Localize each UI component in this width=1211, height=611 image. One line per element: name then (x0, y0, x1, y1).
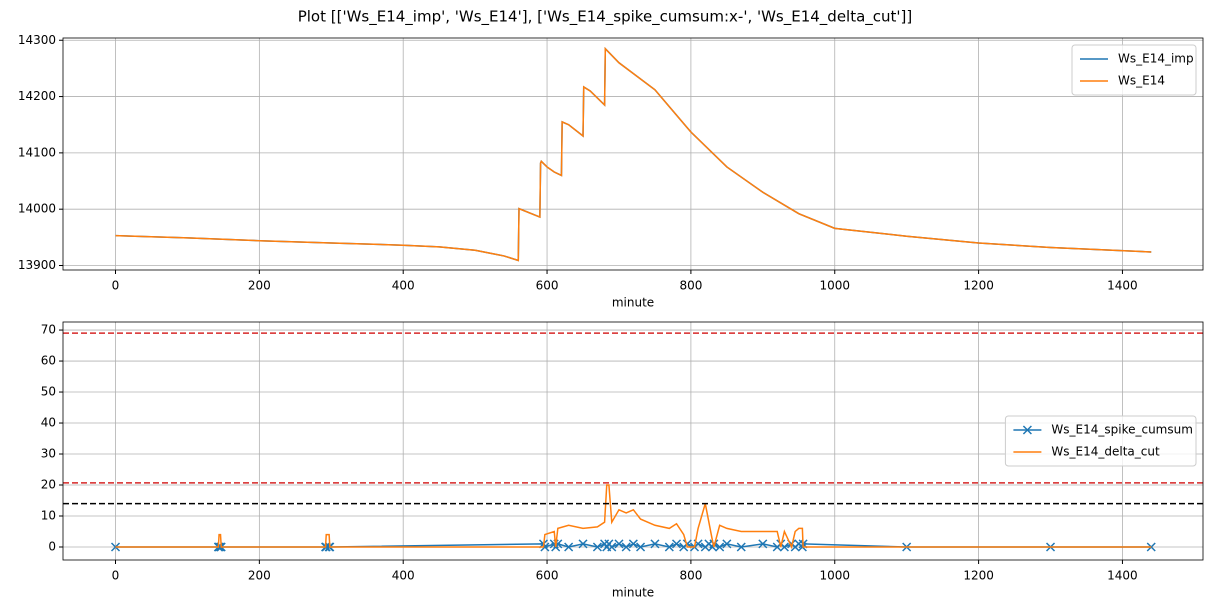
series-line (115, 484, 1152, 550)
x-axis-label: minute (612, 586, 654, 600)
x-tick-label: 600 (536, 279, 559, 293)
x-axis-label: minute (612, 296, 654, 310)
series-marker (650, 539, 660, 549)
x-tick-label: 400 (392, 279, 415, 293)
x-tick-label: 600 (536, 569, 559, 583)
series-marker (664, 542, 674, 552)
series-marker (607, 542, 617, 552)
series-marker (564, 542, 574, 552)
x-tick-label: 1000 (819, 279, 850, 293)
y-tick-label: 14200 (18, 89, 56, 103)
y-tick-label: 70 (41, 323, 56, 337)
legend-label: Ws_E14_delta_cut (1051, 445, 1160, 459)
series-marker (628, 539, 638, 549)
series-marker (614, 539, 624, 549)
x-tick-label: 400 (392, 569, 415, 583)
y-tick-label: 30 (41, 447, 56, 461)
y-tick-label: 14300 (18, 33, 56, 47)
x-tick-label: 0 (112, 569, 120, 583)
x-tick-label: 800 (679, 569, 702, 583)
x-tick-label: 1000 (819, 569, 850, 583)
y-tick-label: 14100 (18, 145, 56, 159)
legend-label: Ws_E14_imp (1118, 52, 1194, 66)
x-tick-label: 1400 (1107, 279, 1138, 293)
series-marker (621, 542, 631, 552)
figure-title: Plot [['Ws_E14_imp', 'Ws_E14'], ['Ws_E14… (298, 8, 913, 27)
series-marker (715, 542, 725, 552)
y-tick-label: 14000 (18, 202, 56, 216)
legend-box (1004, 415, 1197, 467)
x-tick-label: 1400 (1107, 569, 1138, 583)
y-tick-label: 0 (48, 539, 56, 553)
y-tick-label: 60 (41, 354, 56, 368)
y-tick-label: 13900 (18, 258, 56, 272)
y-tick-label: 10 (41, 508, 56, 522)
legend-box (1071, 44, 1197, 96)
x-tick-label: 1200 (963, 279, 994, 293)
series-marker (671, 539, 682, 549)
legend-label: Ws_E14_spike_cumsum (1051, 423, 1193, 437)
legend-marker (1022, 425, 1032, 435)
y-tick-label: 40 (41, 416, 56, 430)
series-marker (722, 539, 732, 549)
x-tick-label: 1200 (963, 569, 994, 583)
series-marker (592, 542, 602, 552)
series-marker (578, 539, 588, 549)
y-tick-label: 50 (41, 385, 56, 399)
series-line (115, 46, 1152, 262)
y-tick-label: 20 (41, 478, 56, 492)
x-tick-label: 200 (248, 279, 271, 293)
series-marker (736, 542, 746, 552)
axes-frame (62, 37, 1204, 271)
series-marker (636, 542, 646, 552)
x-tick-label: 0 (112, 279, 120, 293)
series-marker (540, 542, 550, 552)
axes-frame (62, 321, 1204, 561)
series-marker (758, 539, 768, 549)
x-tick-label: 800 (679, 279, 702, 293)
series-line (115, 46, 1152, 262)
legend-label: Ws_E14 (1118, 74, 1165, 88)
x-tick-label: 200 (248, 569, 271, 583)
